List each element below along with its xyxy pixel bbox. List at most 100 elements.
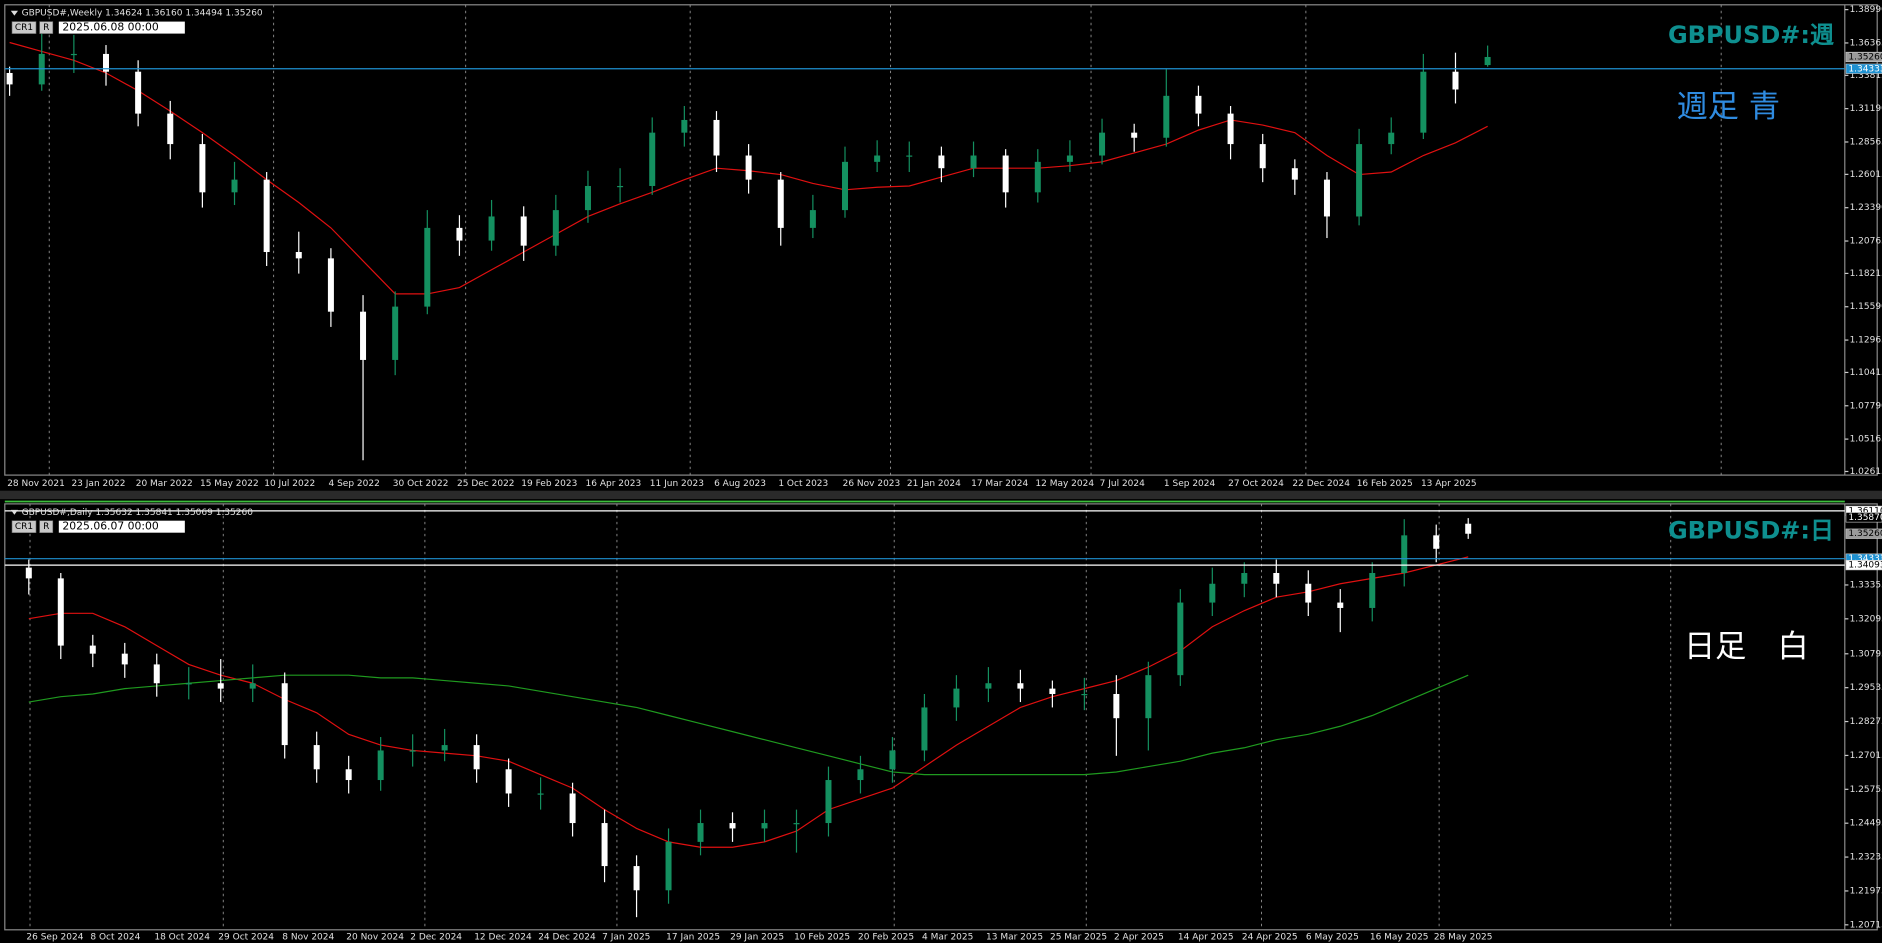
candle-body	[1369, 572, 1376, 608]
y-tick-label: 1.05165	[1850, 435, 1882, 445]
y-tick-label: 1.29535	[1850, 683, 1882, 693]
x-tick-label: 6 May 2025	[1306, 933, 1359, 943]
price-level-label: 1.35260	[1848, 529, 1882, 539]
y-tick-label: 1.02615	[1850, 467, 1882, 477]
x-tick-label: 13 Apr 2025	[1421, 479, 1477, 489]
candle-body	[1259, 144, 1266, 169]
candle-body	[345, 769, 352, 781]
candle-body	[424, 227, 431, 307]
candle-body	[505, 769, 512, 794]
moving-average-line	[28, 556, 1469, 848]
toolbar-button[interactable]	[11, 21, 37, 34]
x-tick-label: 6 Aug 2023	[714, 479, 766, 489]
chart-frame	[4, 4, 1878, 476]
candle-body	[70, 53, 77, 56]
candle-body	[1356, 144, 1363, 217]
candle-body	[1323, 179, 1330, 217]
x-tick-label: 18 Oct 2024	[154, 933, 210, 943]
candle-body	[537, 793, 544, 795]
x-tick-label: 17 Jan 2025	[666, 933, 720, 943]
candle-body	[1433, 535, 1440, 549]
date-box	[58, 520, 185, 533]
chart-header: GBPUSD#,Daily 1.35632 1.35841 1.35069 1.…	[22, 508, 254, 518]
candle-body	[1066, 155, 1073, 162]
candle-body	[665, 841, 672, 891]
y-tick-label: 1.26015	[1850, 170, 1882, 180]
candle-body	[1209, 583, 1216, 603]
x-tick-label: 22 Dec 2024	[1292, 479, 1350, 489]
candle-body	[1163, 95, 1170, 138]
candle-body	[1145, 675, 1152, 719]
x-tick-label: 20 Mar 2022	[136, 479, 193, 489]
candle-body	[185, 683, 192, 685]
candle-body	[1002, 155, 1009, 193]
y-tick-label: 1.33355	[1850, 580, 1882, 590]
price-level-label: 1.34093	[1848, 561, 1882, 571]
candle-body	[938, 155, 945, 169]
candle-body	[584, 185, 591, 211]
candle-body	[1177, 602, 1184, 676]
x-tick-label: 16 Feb 2025	[1357, 479, 1413, 489]
toolbar-button-label[interactable]: CR1	[15, 23, 33, 33]
candle-body	[295, 252, 302, 259]
candle-body	[57, 578, 64, 646]
x-tick-label: 28 May 2025	[1434, 933, 1493, 943]
x-tick-label: 17 Mar 2024	[971, 479, 1028, 489]
candle-body	[1337, 602, 1344, 608]
candle-body	[809, 210, 816, 228]
x-tick-label: 26 Nov 2023	[843, 479, 901, 489]
candle-body	[857, 769, 864, 781]
y-tick-label: 1.30795	[1850, 649, 1882, 659]
candle-body	[121, 653, 128, 665]
candle-body	[1081, 693, 1088, 696]
candle-body	[392, 306, 399, 360]
x-tick-label: 10 Jul 2022	[264, 479, 315, 489]
candle-body	[729, 823, 736, 829]
candle-body	[135, 71, 142, 114]
x-tick-label: 27 Oct 2024	[1228, 479, 1284, 489]
toolbar-button-label[interactable]: R	[43, 522, 49, 532]
y-tick-label: 1.12965	[1850, 336, 1882, 346]
x-tick-label: 15 May 2022	[200, 479, 259, 489]
annotation: 日足 白	[1684, 629, 1809, 665]
candle-body	[745, 155, 752, 180]
toolbar-button-label[interactable]: R	[43, 23, 49, 33]
y-tick-label: 1.20765	[1850, 237, 1882, 247]
annotation: 週足 青	[1677, 89, 1781, 125]
candle-body	[761, 823, 768, 829]
candle-body	[1484, 56, 1491, 66]
header-triangle	[10, 10, 19, 16]
y-tick-label: 1.15590	[1850, 302, 1882, 312]
y-tick-label: 1.28275	[1850, 717, 1882, 727]
candle-body	[153, 664, 160, 684]
x-tick-label: 20 Nov 2024	[346, 933, 404, 943]
y-tick-label: 1.33815	[1850, 71, 1882, 81]
candle-body	[985, 683, 992, 689]
toolbar-button[interactable]	[11, 520, 37, 533]
x-tick-label: 11 Jun 2023	[650, 479, 704, 489]
toolbar-button-label[interactable]: CR1	[15, 522, 33, 532]
candle-body	[1420, 71, 1427, 133]
toolbar-button[interactable]	[39, 21, 54, 34]
candle-body	[1291, 168, 1298, 180]
date-label: 2025.06.08 00:00	[62, 21, 159, 34]
candle-body	[1113, 693, 1120, 719]
x-tick-label: 24 Dec 2024	[538, 933, 596, 943]
chart-header: GBPUSD#,Weekly 1.34624 1.36160 1.34494 1…	[22, 9, 263, 19]
candle-body	[263, 179, 270, 253]
candle-body	[89, 645, 96, 654]
symbol-label: GBPUSD#:日	[1668, 516, 1834, 544]
candle-body	[793, 823, 800, 825]
candle-body	[906, 155, 913, 157]
x-tick-label: 1 Oct 2023	[778, 479, 828, 489]
y-tick-label: 1.27015	[1850, 751, 1882, 761]
candle-body	[970, 155, 977, 169]
candle-body	[102, 53, 109, 72]
candle-body	[409, 750, 416, 752]
y-tick-label: 1.18215	[1850, 269, 1882, 279]
toolbar-button[interactable]	[39, 520, 54, 533]
candle-body	[456, 227, 463, 241]
candle-body	[1049, 688, 1056, 694]
candle-body	[842, 161, 849, 211]
